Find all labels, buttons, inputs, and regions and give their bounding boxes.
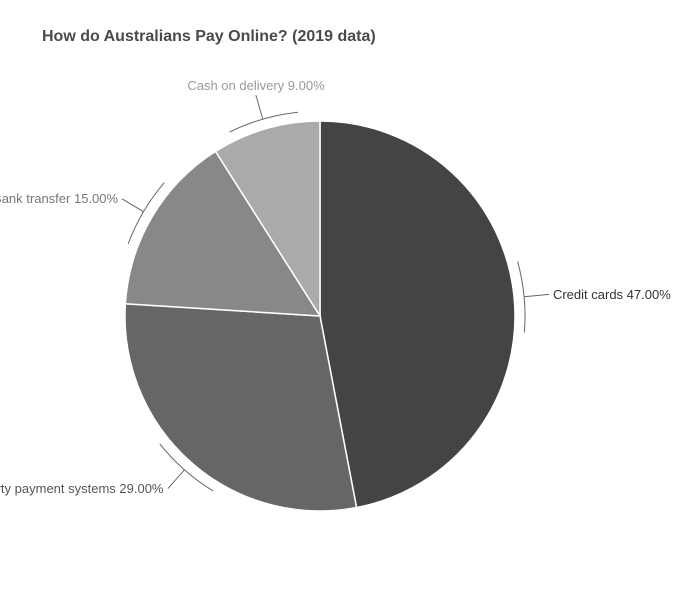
slice-label: Third party payment systems 29.00% bbox=[0, 481, 164, 496]
chart-container: How do Australians Pay Online? (2019 dat… bbox=[0, 0, 684, 604]
leader-line bbox=[518, 262, 549, 333]
pie-slice bbox=[125, 304, 357, 511]
pie-slices bbox=[125, 121, 515, 511]
pie-slice bbox=[320, 121, 515, 508]
slice-label: Bank transfer 15.00% bbox=[0, 191, 118, 206]
slice-label: Credit cards 47.00% bbox=[553, 287, 671, 302]
slice-label: Cash on delivery 9.00% bbox=[187, 78, 324, 93]
pie-chart-svg bbox=[0, 0, 684, 604]
